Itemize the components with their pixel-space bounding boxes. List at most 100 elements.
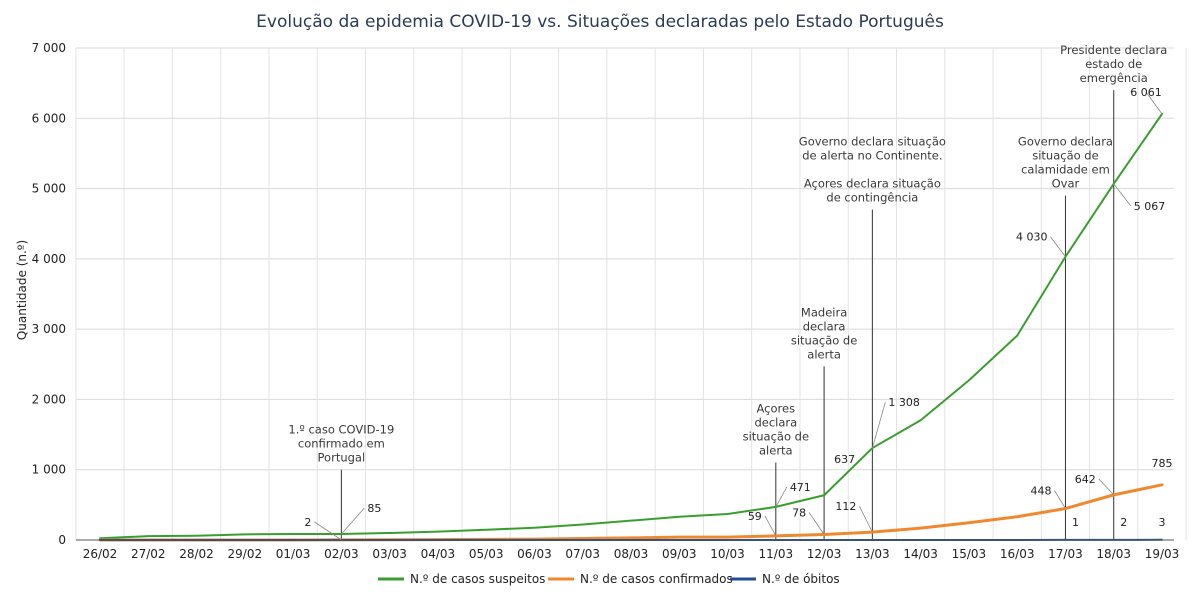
data-label: 4 030 [1016,231,1066,257]
y-tick-label: 0 [58,533,66,547]
annotation-text: emergência [1080,71,1148,85]
data-label: 637 [834,453,855,466]
x-tick-label: 09/03 [662,547,697,561]
annotation-text: Açores declara situação [804,177,941,191]
annotation-text: Açores [757,402,796,416]
annotation-text: declara [803,319,846,333]
data-label: 78 [792,507,825,535]
x-tick-label: 28/02 [179,547,214,561]
data-label-text: 637 [834,453,855,466]
data-label: 5 067 [1113,183,1166,213]
annotation-text: confirmado em [298,437,385,451]
x-tick-label: 19/03 [1145,547,1180,561]
x-tick-label: 13/03 [855,547,890,561]
axes: 0 1 000 2 000 3 000 4 000 5 000 6 000 7 000 26/0… [32,41,1180,561]
x-tick-label: 04/03 [421,547,456,561]
data-label-text: 2 [1120,516,1127,529]
leader-line [775,486,788,508]
x-tick-label: 03/03 [372,547,407,561]
leader-line [314,521,342,541]
legend-label: N.º de óbitos [762,572,840,586]
x-tick-label: 27/02 [131,547,166,561]
annotation-text: situação de [1032,149,1098,163]
y-tick-label: 7 000 [32,41,66,55]
annotation-text: situação de [791,333,857,347]
annotation-text: Governo declara [1018,135,1113,149]
annotation-text: situação de [743,430,809,444]
data-label-text: 471 [790,481,811,494]
leader-line [1054,490,1066,509]
data-label: 785 [1152,457,1173,470]
data-label: 2 [1120,516,1127,529]
data-label: 642 [1075,473,1115,496]
x-tick-label: 02/03 [324,547,359,561]
y-tick-label: 6 000 [32,111,66,125]
series-line-1 [99,112,1163,540]
y-axis-label: Quantidade (n.º) [15,240,29,340]
x-tick-label: 16/03 [1000,547,1035,561]
data-label: 6 061 [1130,86,1163,115]
annotation-text: calamidade em [1021,163,1110,177]
leader-line [859,505,873,533]
x-tick-label: 06/03 [517,547,552,561]
annotation-text: de alerta no Continente. [802,149,942,163]
x-tick-label: 12/03 [807,547,842,561]
leader-line [1113,183,1132,207]
x-tick-label: 14/03 [903,547,938,561]
data-label-text: 448 [1030,485,1051,498]
data-label-text: 4 030 [1016,231,1048,244]
legend-item-3: N.º de óbitos [730,572,840,586]
x-tick-label: 17/03 [1048,547,1083,561]
data-label: 1 [1072,516,1079,529]
x-tick-label: 29/02 [228,547,263,561]
data-label: 1 308 [871,396,920,449]
data-label-text: 1 308 [888,396,920,409]
chart-title: Evolução da epidemia COVID-19 vs. Situaç… [256,12,944,32]
leader-line [764,515,777,537]
x-tick-label: 05/03 [469,547,504,561]
leader-line [808,512,825,535]
annotation-text: alerta [807,347,841,361]
annotation-text: Madeira [801,305,847,319]
data-label-text: 112 [835,500,856,513]
leader-line [1050,236,1066,257]
data-label-text: 785 [1152,457,1173,470]
data-label-text: 642 [1075,473,1096,486]
leader-line [1145,91,1163,115]
data-label-text: 3 [1159,516,1166,529]
data-label: 85 [341,502,381,535]
annotation-text: Ovar [1052,177,1080,191]
data-label: 59 [748,510,777,537]
leader-line [871,401,886,449]
data-label: 471 [775,481,811,508]
grid [75,47,1187,540]
data-label-text: 2 [304,516,311,529]
y-tick-label: 2 000 [32,392,66,406]
y-tick-label: 1 000 [32,463,66,477]
leader-line [341,507,365,535]
data-label: 112 [835,500,873,533]
x-tick-label: 07/03 [565,547,600,561]
legend-label: N.º de casos confirmados [580,572,733,586]
x-tick-label: 26/02 [83,547,118,561]
leader-line [1098,478,1115,496]
legend-item-1: N.º de casos suspeitos [378,572,545,586]
series-line-2 [98,483,1164,542]
annotation-text: declara [754,416,797,430]
y-tick-label: 4 000 [32,252,66,266]
annotation-text: Presidente declara [1060,43,1167,57]
annotation-text: estado de [1085,57,1142,71]
data-label-text: 5 067 [1134,200,1166,213]
data-label: 448 [1030,485,1066,509]
y-tick-label: 3 000 [32,322,66,336]
x-tick-label: 01/03 [276,547,311,561]
series-lines [98,112,1164,542]
legend-label: N.º de casos suspeitos [410,572,545,586]
annotation-text: de contingência [826,191,918,205]
y-tick-label: 5 000 [32,182,66,196]
x-tick-label: 15/03 [952,547,987,561]
data-label-text: 59 [748,510,762,523]
